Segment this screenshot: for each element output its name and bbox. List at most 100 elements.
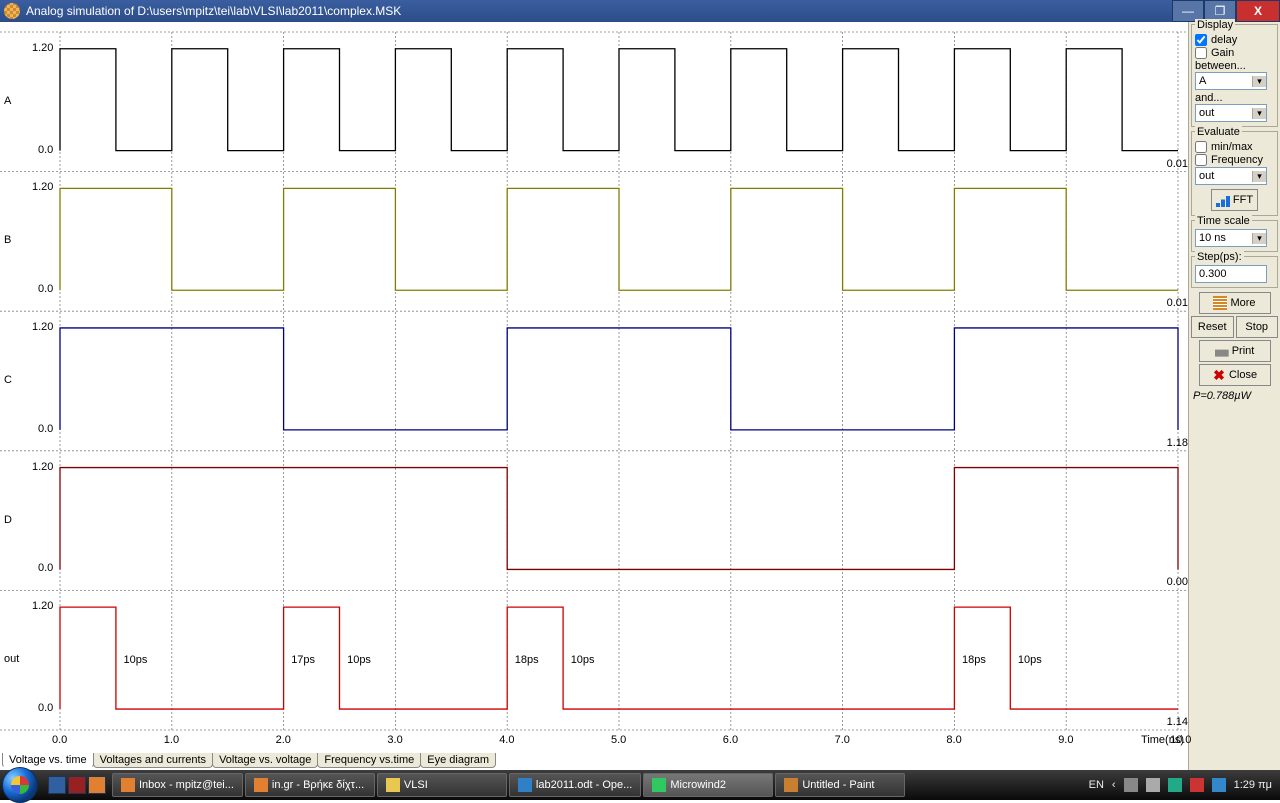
tray-icon[interactable] [1124,778,1138,792]
view-tab[interactable]: Eye diagram [420,753,496,768]
taskbar-item-label: Inbox - mpitz@tei... [139,779,234,791]
timescale-title: Time scale [1195,215,1252,227]
app-icon [386,778,400,792]
fft-label: FFT [1233,194,1253,206]
x-tick-label: 4.0 [499,734,514,746]
tray-icon[interactable] [1146,778,1160,792]
stop-button[interactable]: Stop [1236,316,1279,338]
signal-label: C [4,374,12,386]
display-group-title: Display [1195,19,1235,31]
x-tick-label: 1.0 [164,734,179,746]
evaluate-signal-value: out [1199,170,1214,182]
delay-annotation: 18ps [515,654,539,666]
evaluate-group-title: Evaluate [1195,126,1242,138]
reset-button[interactable]: Reset [1191,316,1234,338]
frequency-checkbox[interactable]: Frequency [1195,154,1274,166]
taskbar-item[interactable]: Inbox - mpitz@tei... [112,773,243,797]
stop-label: Stop [1245,321,1268,333]
app-icon [652,778,666,792]
print-label: Print [1232,345,1255,357]
tray-icon[interactable] [1212,778,1226,792]
chart-icon [1213,296,1227,310]
tray-icon[interactable] [1168,778,1182,792]
x-tick-label: 6.0 [723,734,738,746]
y-low-label: 0.0 [38,144,53,156]
delay-checkbox[interactable]: delay [1195,34,1274,46]
windows-taskbar: Inbox - mpitz@tei... in.gr - Βρήκε δίχτ..… [0,770,1280,800]
chevron-down-icon: ▾ [1252,108,1266,119]
fft-button[interactable]: FFT [1211,189,1258,211]
x-tick-label: 9.0 [1058,734,1073,746]
taskbar-item[interactable]: lab2011.odt - Ope... [509,773,641,797]
app-icon [4,3,20,19]
y-high-label: 1.20 [32,42,53,54]
chevron-down-icon: ▾ [1252,233,1266,244]
y-low-label: 0.0 [38,562,53,574]
reset-label: Reset [1198,321,1227,333]
evaluate-signal-select[interactable]: out ▾ [1195,167,1267,185]
y-high-label: 1.20 [32,321,53,333]
delay-annotation: 10ps [1018,654,1042,666]
quicklaunch-item[interactable] [88,776,106,794]
view-tab[interactable]: Voltage vs. voltage [212,753,318,768]
signal-end-value: 1.14 [1167,716,1188,728]
app-icon [254,778,268,792]
taskbar-item-label: lab2011.odt - Ope... [536,779,632,791]
more-label: More [1230,297,1255,309]
printer-icon [1215,344,1229,358]
chevron-down-icon: ▾ [1252,76,1266,87]
taskbar-item[interactable]: Microwind2 [643,773,773,797]
timescale-group: Time scale 10 ns ▾ [1191,220,1278,252]
x-tick-label: 2.0 [276,734,291,746]
gain-checkbox-label: Gain [1211,47,1234,59]
signal-end-value: 0.01 [1167,297,1188,309]
minmax-checkbox[interactable]: min/max [1195,141,1274,153]
step-title: Step(ps): [1195,251,1244,263]
window-title: Analog simulation of D:\users\mpitz\tei\… [26,4,401,18]
app-icon [784,778,798,792]
view-tab[interactable]: Voltage vs. time [2,753,94,768]
timescale-select[interactable]: 10 ns ▾ [1195,229,1267,247]
and-select[interactable]: out ▾ [1195,104,1267,122]
tray-icon[interactable] [1190,778,1204,792]
step-input[interactable] [1195,265,1267,283]
start-button[interactable] [2,767,38,803]
close-dialog-button[interactable]: ✖ Close [1199,364,1271,386]
taskbar-item[interactable]: in.gr - Βρήκε δίχτ... [245,773,375,797]
delay-annotation: 10ps [571,654,595,666]
signal-label: D [4,514,12,526]
delay-annotation: 17ps [291,654,315,666]
y-low-label: 0.0 [38,702,53,714]
taskbar-item-label: VLSI [404,779,428,791]
view-tab[interactable]: Voltages and currents [93,753,213,768]
close-button[interactable]: X [1236,0,1280,22]
signal-label: out [4,653,19,665]
app-icon [121,778,135,792]
y-low-label: 0.0 [38,283,53,295]
y-high-label: 1.20 [32,461,53,473]
x-tick-label: 8.0 [946,734,961,746]
signal-end-value: 0.01 [1167,158,1188,170]
gain-checkbox[interactable]: Gain [1195,47,1274,59]
taskbar-item[interactable]: VLSI [377,773,507,797]
print-button[interactable]: Print [1199,340,1271,362]
window-titlebar: Analog simulation of D:\users\mpitz\tei\… [0,0,1280,22]
timescale-value: 10 ns [1199,232,1226,244]
more-button[interactable]: More [1199,292,1271,314]
between-select[interactable]: A ▾ [1195,72,1267,90]
taskbar-item[interactable]: Untitled - Paint [775,773,905,797]
display-group: Display delay Gain between... A ▾ and...… [1191,24,1278,127]
quicklaunch-item[interactable] [48,776,66,794]
x-tick-label: 0.0 [52,734,67,746]
power-readout: P=0.788µW [1191,390,1278,402]
tray-clock[interactable]: 1:29 πμ [1234,779,1272,791]
app-icon [518,778,532,792]
evaluate-group: Evaluate min/max Frequency out ▾ [1191,131,1278,216]
taskbar-item-label: Untitled - Paint [802,779,874,791]
tray-chevron-left-icon[interactable]: ‹ [1112,779,1116,791]
quicklaunch-item[interactable] [68,776,86,794]
close-icon: ✖ [1212,368,1226,382]
signal-end-value: 0.00 [1167,576,1188,588]
language-indicator[interactable]: EN [1089,779,1104,791]
view-tab[interactable]: Frequency vs.time [317,753,421,768]
